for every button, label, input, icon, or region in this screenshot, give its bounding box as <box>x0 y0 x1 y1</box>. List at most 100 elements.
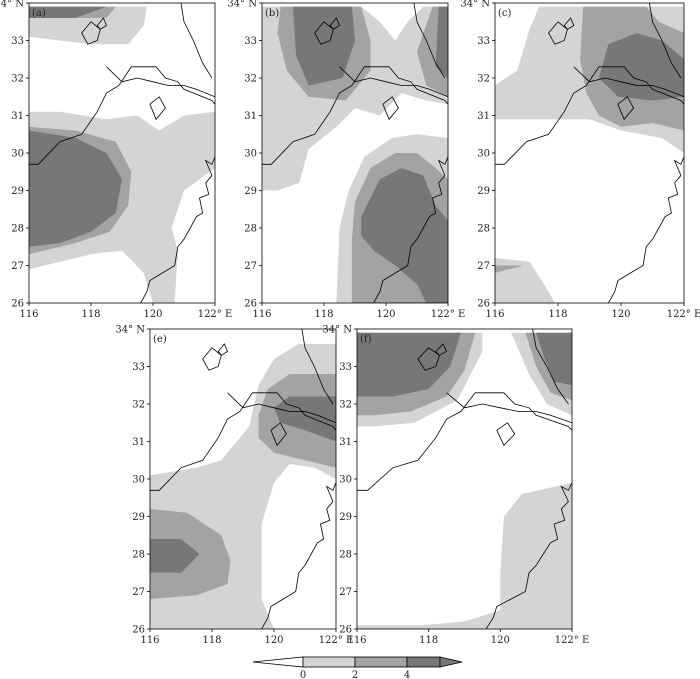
coast-border-line <box>261 482 336 629</box>
y-tick-label: 28 <box>477 224 490 235</box>
y-tick-label: 29 <box>477 186 490 197</box>
panel-label: (a) <box>32 8 46 19</box>
coast-border-line <box>532 329 569 405</box>
contour-fills <box>150 344 336 629</box>
coast-border-line <box>180 3 213 79</box>
x-tick-label: 122° E <box>319 635 354 646</box>
y-tick-label: 31 <box>132 437 145 448</box>
contour-region-level-3 <box>293 6 355 86</box>
contour-fills <box>495 6 684 303</box>
lake-outline <box>314 21 334 45</box>
coast-border-line <box>339 66 448 98</box>
x-tick-label: 118 <box>202 635 221 646</box>
y-tick-label: 29 <box>244 186 257 197</box>
coast-border-line <box>413 3 446 79</box>
colorbar-tick-label: 2 <box>352 670 358 679</box>
y-tick-label: 28 <box>132 550 145 561</box>
y-tick-label: 34° N <box>0 0 24 10</box>
lake-outline <box>548 21 568 45</box>
coast-border-line <box>485 482 572 629</box>
y-tick-label: 27 <box>477 261 490 272</box>
x-tick-label: 116 <box>347 635 366 646</box>
x-tick-label: 122° E <box>555 635 590 646</box>
y-tick-label: 29 <box>132 512 145 523</box>
y-tick-label: 26 <box>477 299 490 310</box>
colorbar-segment <box>439 656 463 668</box>
colorbar-segment <box>302 656 356 668</box>
coast-border-line <box>301 329 334 405</box>
colorbar-tick-label: 0 <box>300 670 306 679</box>
y-tick-label: 32 <box>477 74 490 85</box>
coast-border-line <box>373 156 448 303</box>
colorbar-segment <box>354 656 408 668</box>
panel-label: (e) <box>153 334 167 345</box>
coast-border-line <box>150 392 336 491</box>
x-tick-label: 122° E <box>667 309 700 320</box>
contour-region-level-3 <box>29 6 107 18</box>
lake-outline <box>217 343 229 356</box>
y-tick-label: 31 <box>339 437 352 448</box>
contour-region-level-3 <box>536 332 572 386</box>
x-tick-label: 116 <box>19 309 38 320</box>
y-tick-label: 26 <box>339 625 352 636</box>
panel-label: (c) <box>498 8 512 19</box>
y-tick-label: 33 <box>132 362 145 373</box>
lake-outline <box>617 96 635 121</box>
x-tick-label: 118 <box>81 309 100 320</box>
y-tick-label: 32 <box>244 74 257 85</box>
coast-border-line <box>106 66 215 98</box>
coast-border-line <box>495 66 684 165</box>
panel-label: (f) <box>360 334 372 345</box>
colorbar-tick-label: 4 <box>404 670 410 679</box>
y-tick-label: 33 <box>244 36 257 47</box>
contour-region-level-3 <box>361 168 448 303</box>
x-tick-label: 118 <box>314 309 333 320</box>
x-tick-label: 116 <box>252 309 271 320</box>
y-tick-label: 26 <box>11 299 24 310</box>
coast-border-line <box>608 156 684 303</box>
colorbar: 0 2 4 <box>252 656 463 679</box>
y-tick-label: 27 <box>244 261 257 272</box>
y-tick-label: 27 <box>11 261 24 272</box>
x-tick-label: 122° E <box>198 309 233 320</box>
lake-outline <box>496 422 516 446</box>
contour-region-level-3 <box>435 6 448 78</box>
y-tick-label: 34° N <box>115 325 145 336</box>
y-tick-label: 28 <box>11 224 24 235</box>
x-tick-label: 118 <box>419 635 438 646</box>
lake-outline <box>563 17 575 30</box>
panel-label: (b) <box>265 8 279 19</box>
y-tick-label: 33 <box>477 36 490 47</box>
lake-outline <box>96 17 108 30</box>
contour-region-level-3 <box>598 33 684 101</box>
contour-region-level-3 <box>357 332 461 397</box>
x-tick-label: 116 <box>485 309 504 320</box>
x-tick-label: 120 <box>264 635 283 646</box>
contour-region-level-1 <box>495 258 555 303</box>
boundary-lines <box>29 3 215 303</box>
y-tick-label: 30 <box>244 149 257 160</box>
lake-outline <box>329 17 341 30</box>
lake-outline <box>149 96 166 121</box>
y-tick-label: 32 <box>11 74 24 85</box>
y-tick-label: 30 <box>132 475 145 486</box>
boundary-lines <box>357 329 572 629</box>
y-tick-label: 34° N <box>460 0 490 10</box>
coast-border-line <box>140 156 215 303</box>
coast-border-line <box>573 66 684 98</box>
contour-region-level-3 <box>150 539 200 573</box>
boundary-lines <box>150 329 336 629</box>
x-tick-label: 120 <box>376 309 395 320</box>
y-tick-label: 31 <box>244 111 257 122</box>
y-tick-label: 32 <box>339 400 352 411</box>
map-panel-b: (b) 116 118 120 122° E 26 27 28 29 30 31 32 33 34° N <box>227 0 465 320</box>
coast-border-line <box>649 3 682 79</box>
colorbar-segment <box>252 656 304 668</box>
coast-border-line <box>446 392 572 424</box>
lake-outline <box>270 422 287 447</box>
y-tick-label: 28 <box>339 550 352 561</box>
lake-outline <box>417 347 440 371</box>
